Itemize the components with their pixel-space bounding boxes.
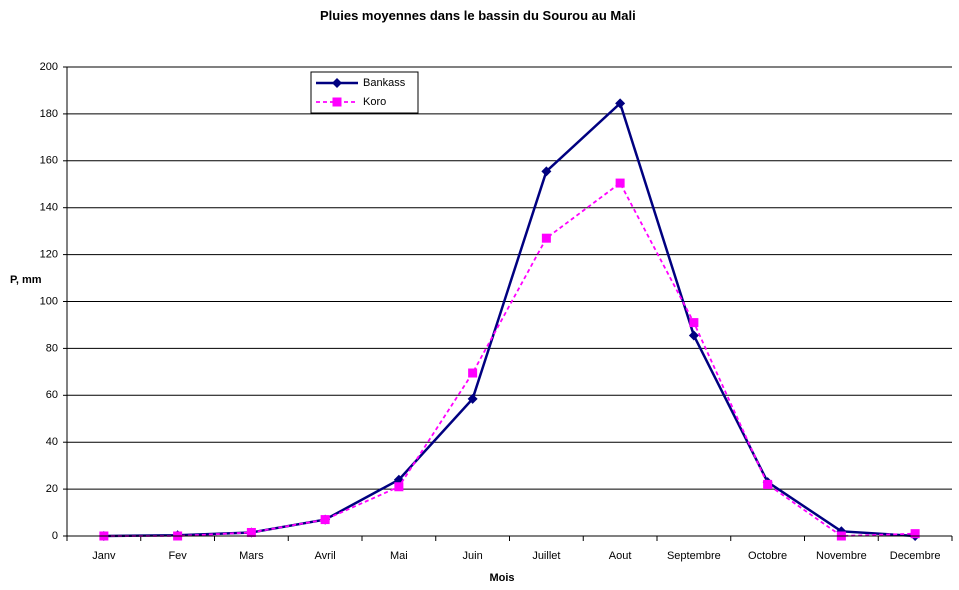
series-line (103, 101, 916, 538)
y-tick-label: 60 (46, 389, 58, 401)
x-tick-label: Mars (239, 550, 264, 562)
x-tick-label: Janv (92, 550, 116, 562)
y-tick-label: 200 (40, 61, 58, 73)
y-tick-label: 160 (40, 155, 58, 167)
y-tick-label: 180 (40, 108, 58, 120)
point (541, 166, 552, 177)
y-tick-label: 100 (40, 295, 58, 307)
point (468, 368, 478, 378)
y-tick-label: 80 (46, 342, 58, 354)
x-tick-label: Aout (609, 550, 632, 562)
point (615, 98, 626, 109)
x-tick-label: Mai (390, 550, 408, 562)
x-tick-label: Juillet (532, 550, 560, 562)
point (763, 479, 773, 489)
point (467, 393, 478, 404)
y-tick-label: 20 (46, 483, 58, 495)
x-tick-label: Avril (315, 550, 336, 562)
x-tick-label: Fev (168, 550, 187, 562)
y-tick-label: 0 (52, 530, 58, 542)
point (615, 178, 625, 188)
x-tick-label: Juin (463, 550, 483, 562)
x-axis-label: Mois (489, 572, 514, 584)
point (394, 482, 404, 492)
x-tick-label: Decembre (890, 550, 941, 562)
chart-title: Pluies moyennes dans le bassin du Sourou… (320, 8, 636, 23)
point (246, 527, 256, 537)
legend-marker (332, 78, 342, 88)
legend-label: Koro (363, 96, 386, 108)
point (320, 515, 330, 525)
legend-box (310, 71, 419, 114)
legend-label: Bankass (363, 77, 406, 89)
point (688, 330, 699, 341)
y-tick-label: 40 (46, 436, 58, 448)
y-tick-label: 120 (40, 249, 58, 261)
point (541, 233, 551, 243)
series-line (103, 181, 916, 537)
y-tick-label: 140 (40, 202, 58, 214)
legend-marker (332, 97, 342, 107)
point (689, 318, 699, 328)
point (910, 529, 920, 539)
y-axis-label: P, mm (10, 274, 42, 286)
x-tick-label: Octobre (748, 550, 787, 562)
x-tick-label: Septembre (667, 550, 721, 562)
x-tick-label: Novembre (816, 550, 867, 562)
